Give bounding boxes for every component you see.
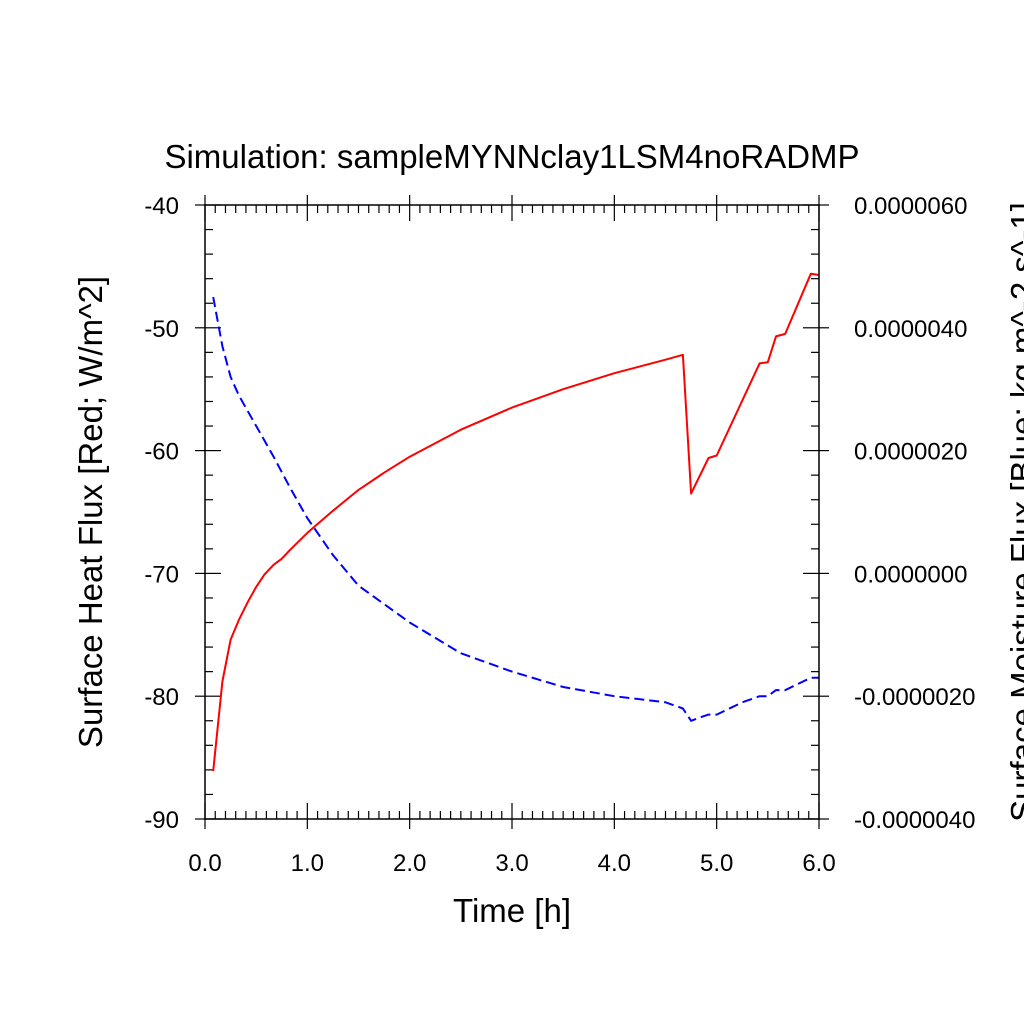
x-axis-title: Time [h] <box>453 892 571 929</box>
y-left-tick-label: -70 <box>144 561 179 588</box>
y-left-tick-label: -50 <box>144 316 179 343</box>
y-axis-right-title: Surface Moisture Flux [Blue; kg m^-2 s^-… <box>1004 202 1024 822</box>
y-axis-left-title: Surface Heat Flux [Red; W/m^2] <box>72 276 109 748</box>
x-tick-label: 1.0 <box>291 850 324 877</box>
y-right-tick-label: 0.0000040 <box>854 316 967 343</box>
y-left-tick-label: -80 <box>144 684 179 711</box>
plot-frame <box>204 204 820 820</box>
tick-marks <box>195 195 829 829</box>
y-right-tick-label: 0.0000000 <box>854 561 967 588</box>
y-right-tick-label: -0.0000040 <box>854 807 975 834</box>
y-right-tick-label: -0.0000020 <box>854 684 975 711</box>
y-right-tick-label: 0.0000060 <box>854 193 967 220</box>
y-left-tick-label: -90 <box>144 807 179 834</box>
x-tick-label: 3.0 <box>495 850 528 877</box>
x-tick-label: 5.0 <box>700 850 733 877</box>
x-tick-label: 2.0 <box>393 850 426 877</box>
heat-flux-line <box>212 272 820 772</box>
chart-title: Simulation: sampleMYNNclay1LSM4noRADMP <box>164 138 859 175</box>
y-left-tick-label: -40 <box>144 193 179 220</box>
x-tick-label: 6.0 <box>802 850 835 877</box>
tick-labels: 0.0 1.0 2.0 3.0 4.0 5.0 6.0 -40 -50 -60 -70 -80 -90 0… <box>144 193 975 877</box>
series-layer <box>212 272 820 772</box>
moisture-flux-line <box>212 296 819 722</box>
y-left-tick-label: -60 <box>144 439 179 466</box>
x-tick-label: 0.0 <box>188 850 221 877</box>
y-right-tick-label: 0.0000020 <box>854 439 967 466</box>
x-tick-label: 4.0 <box>598 850 631 877</box>
